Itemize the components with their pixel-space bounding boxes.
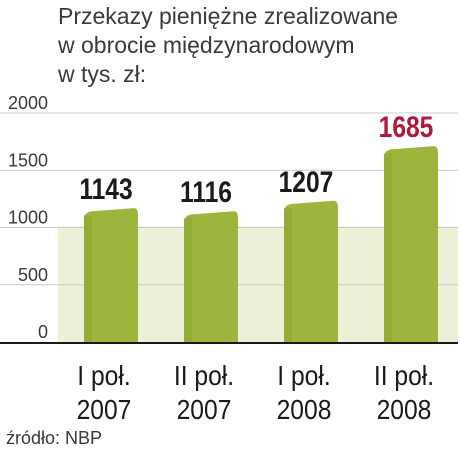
x-tick-label: I poł.: [277, 360, 330, 392]
x-tick-label: I poł.: [77, 360, 130, 392]
bar-shade: [84, 215, 92, 342]
chart-title: Przekazy pieniężne zrealizowane w obroci…: [58, 2, 458, 89]
y-tick-label: 500: [18, 265, 48, 285]
x-tick-label: II poł.: [374, 360, 434, 392]
x-tick-label: 2008: [277, 394, 332, 426]
bar-value-label: 1143: [79, 172, 132, 206]
bar: [384, 146, 438, 342]
title-line-3: w tys. zł:: [58, 61, 147, 87]
bar: [284, 200, 338, 342]
source-note: źródło: NBP: [6, 428, 103, 448]
bar-shade: [384, 153, 392, 342]
x-tick-label: 2007: [177, 394, 232, 426]
x-tick-label: 2007: [77, 394, 132, 426]
title-line-1: Przekazy pieniężne zrealizowane: [58, 3, 399, 29]
bar-shade: [184, 218, 192, 342]
y-tick-label: 2000: [8, 93, 48, 113]
title-line-2: w obrocie międzynarodowym: [58, 32, 355, 58]
bar: [184, 211, 238, 342]
x-tick-label: 2008: [377, 394, 432, 426]
bar: [84, 208, 138, 342]
bar-value-label: 1207: [279, 164, 334, 198]
y-tick-label: 0: [38, 322, 48, 342]
y-tick-label: 1000: [8, 208, 48, 228]
bar-value-label: 1116: [180, 175, 232, 209]
bar-shade: [284, 207, 292, 342]
bar-value-label: 1685: [379, 110, 434, 144]
y-tick-label: 1500: [8, 150, 48, 170]
x-tick-label: II poł.: [174, 360, 234, 392]
